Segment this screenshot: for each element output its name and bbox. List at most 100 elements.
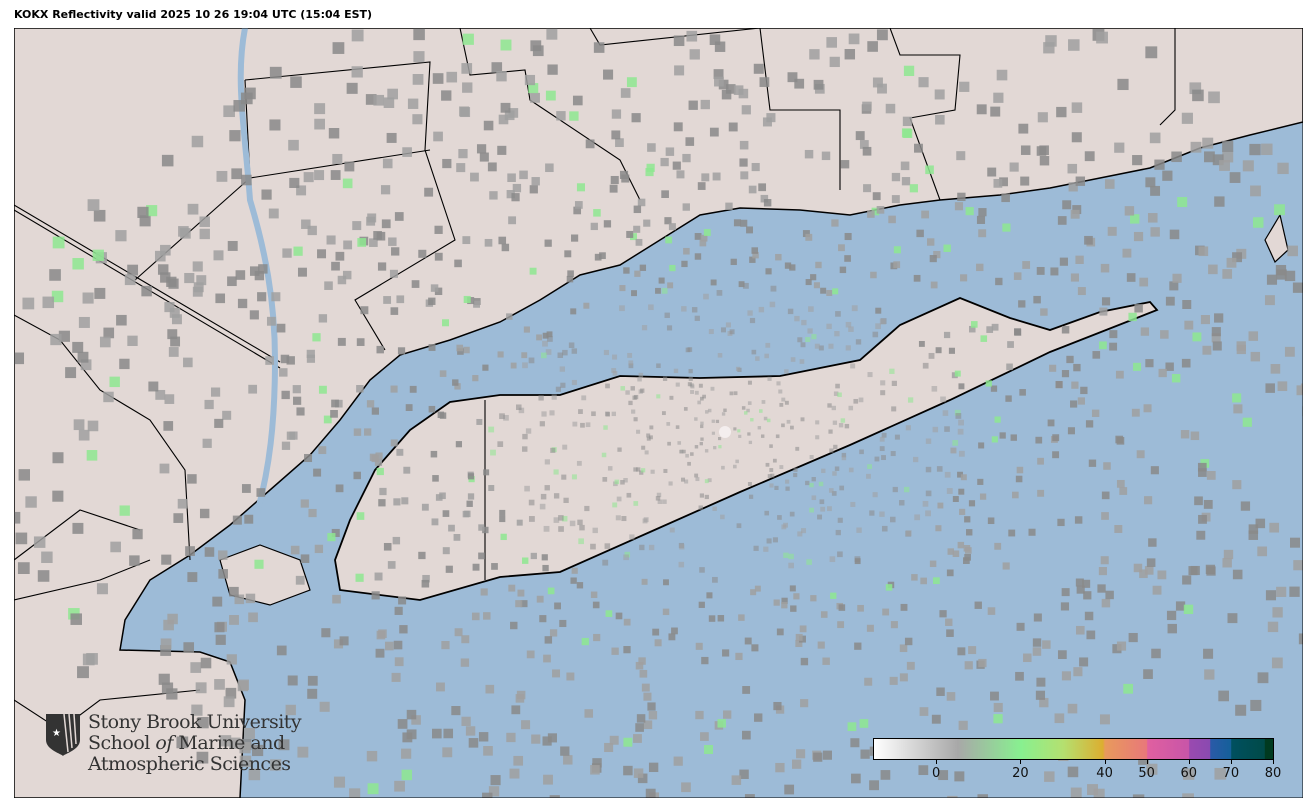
- radar-gate: [667, 282, 674, 289]
- radar-gate: [957, 192, 966, 202]
- radar-gate: [1107, 226, 1117, 236]
- radar-gate: [1075, 255, 1084, 264]
- radar-gate: [686, 30, 698, 42]
- radar-gate: [1250, 185, 1261, 197]
- radar-gate: [373, 94, 385, 106]
- radar-gate: [1284, 346, 1295, 357]
- radar-gate: [487, 162, 497, 172]
- radar-gate: [82, 292, 94, 304]
- radar-gate: [655, 287, 661, 294]
- radar-gate: [695, 477, 700, 482]
- radar-gate: [669, 264, 676, 272]
- radar-gate: [679, 544, 685, 550]
- radar-gate: [952, 550, 960, 557]
- radar-gate: [870, 271, 877, 279]
- radar-gate: [950, 447, 956, 454]
- radar-gate: [704, 449, 709, 453]
- radar-gate: [641, 325, 648, 331]
- radar-gate: [925, 466, 932, 473]
- radar-site-marker: [719, 426, 731, 438]
- radar-gate: [712, 506, 717, 511]
- radar-gate: [1222, 140, 1234, 152]
- radar-gate: [219, 735, 232, 747]
- radar-gate: [1091, 409, 1100, 417]
- radar-gate: [1277, 381, 1288, 392]
- radar-gate: [1074, 516, 1083, 524]
- radar-gate: [1160, 330, 1169, 339]
- radar-gate: [711, 419, 715, 423]
- radar-gate: [296, 407, 305, 416]
- radar-gate: [855, 131, 865, 141]
- radar-gate: [928, 352, 935, 359]
- radar-gate: [178, 226, 189, 237]
- radar-gate: [307, 688, 318, 699]
- radar-gate: [1001, 193, 1010, 203]
- radar-gates: [0, 28, 1303, 798]
- radar-gate: [462, 510, 470, 518]
- radar-gate: [781, 397, 786, 402]
- radar-gate: [742, 282, 749, 289]
- radar-gate: [442, 547, 450, 555]
- radar-gate: [735, 652, 743, 661]
- radar-gate: [689, 49, 700, 60]
- radar-gate: [1052, 434, 1060, 442]
- radar-gate: [658, 277, 665, 284]
- radar-gate: [279, 368, 288, 377]
- radar-gate: [549, 410, 555, 416]
- radar-gate: [732, 464, 737, 469]
- radar-gate: [241, 484, 251, 493]
- radar-gate: [772, 537, 778, 543]
- radar-gate: [946, 629, 954, 637]
- radar-gate: [196, 275, 207, 286]
- radar-gate: [1146, 558, 1156, 567]
- radar-gate: [397, 719, 408, 729]
- radar-gate: [0, 525, 3, 537]
- radar-gate: [770, 473, 775, 478]
- radar-gate: [838, 604, 846, 611]
- radar-gate: [822, 657, 830, 665]
- radar-gate: [428, 344, 436, 351]
- radar-gate: [521, 720, 531, 730]
- radar-gate: [380, 185, 391, 195]
- radar-gate: [318, 314, 328, 323]
- radar-gate: [516, 519, 523, 526]
- radar-gate: [986, 326, 994, 333]
- radar-gate: [1122, 248, 1132, 258]
- radar-gate: [512, 183, 522, 193]
- radar-gate: [830, 592, 837, 599]
- radar-gate: [661, 411, 666, 416]
- radar-gate: [978, 658, 987, 668]
- radar-gate: [641, 683, 650, 692]
- radar-gate: [611, 411, 617, 417]
- radar-gate: [331, 261, 340, 271]
- radar-gate: [210, 387, 221, 397]
- radar-gate: [701, 656, 709, 665]
- radar-gate: [805, 480, 810, 486]
- radar-gate: [1171, 151, 1182, 163]
- radar-gate: [1183, 604, 1194, 615]
- radar-gate: [375, 648, 385, 658]
- radar-gate: [327, 533, 336, 542]
- radar-gate: [790, 357, 796, 362]
- radar-gate: [845, 321, 852, 328]
- radar-gate: [700, 99, 710, 110]
- radar-gate: [522, 446, 528, 452]
- radar-gate: [925, 165, 934, 175]
- radar-gate: [769, 301, 776, 308]
- radar-gate: [383, 296, 392, 304]
- radar-gate: [926, 238, 935, 246]
- radar-gate: [229, 737, 241, 749]
- radar-gate: [1115, 435, 1124, 444]
- radar-gate: [195, 682, 207, 694]
- radar-gate: [576, 460, 582, 466]
- radar-gate: [918, 77, 929, 88]
- radar-gate: [276, 645, 287, 656]
- radar-gate: [837, 621, 845, 629]
- radar-gate: [620, 386, 626, 391]
- radar-gate: [694, 417, 698, 421]
- radar-gate: [542, 564, 549, 572]
- radar-gate: [432, 728, 442, 739]
- radar-gate: [544, 239, 552, 247]
- radar-gate: [685, 453, 689, 458]
